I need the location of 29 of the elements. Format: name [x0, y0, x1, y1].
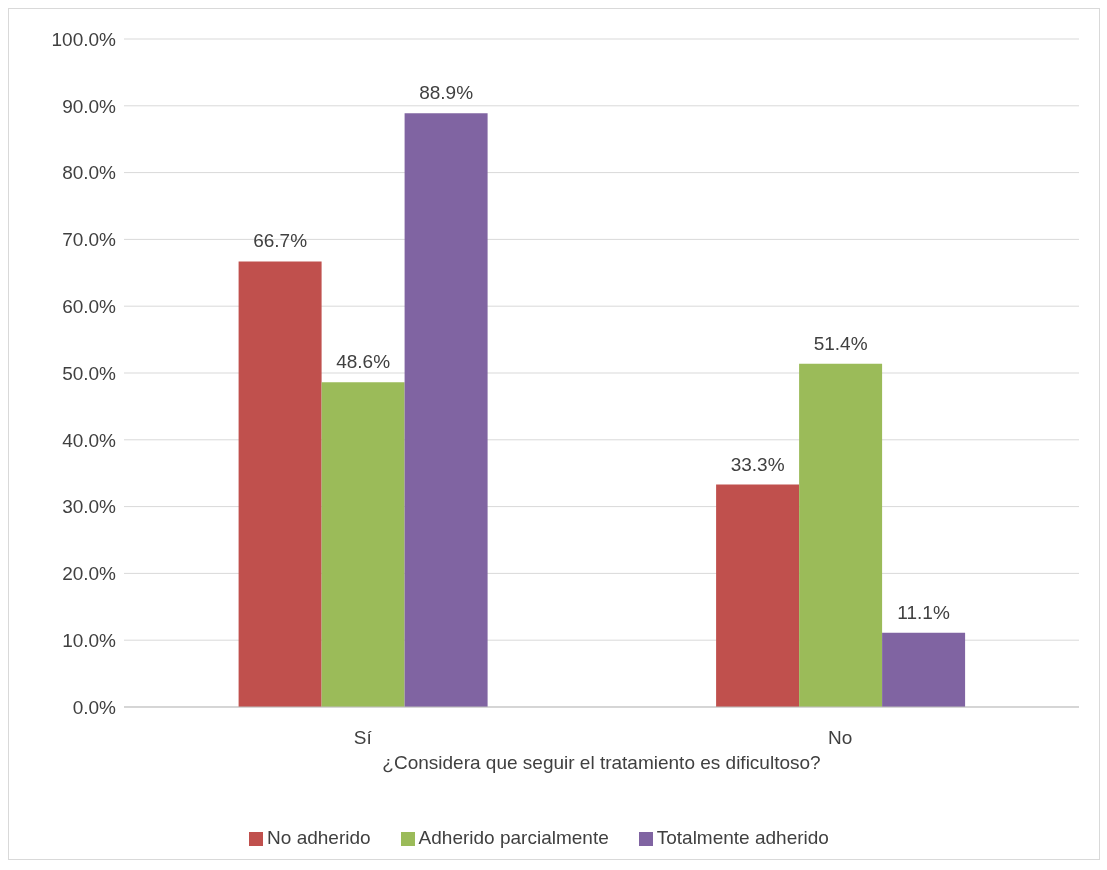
data-label: 48.6%: [336, 351, 391, 373]
data-label: 88.9%: [419, 82, 474, 104]
data-label: 33.3%: [730, 453, 785, 475]
data-label: 66.7%: [253, 230, 308, 252]
data-label: 11.1%: [897, 601, 950, 623]
bar: [321, 382, 405, 707]
x-tick-label: Sí: [353, 727, 373, 749]
bar: [404, 113, 488, 707]
data-label: 51.4%: [813, 332, 868, 354]
bar: [799, 363, 883, 707]
y-tick-label: 0.0%: [72, 696, 117, 718]
legend-label: Totalmente adherido: [656, 827, 829, 848]
bar: [716, 484, 800, 707]
x-tick-label: No: [828, 727, 853, 749]
legend-label: No adherido: [267, 827, 371, 848]
y-tick-label: 100.0%: [51, 28, 117, 50]
y-tick-label: 80.0%: [62, 162, 117, 184]
x-axis-title: ¿Considera que seguir el tratamiento es dificultoso?: [382, 752, 821, 773]
y-tick-label: 10.0%: [62, 629, 117, 651]
y-tick-label: 30.0%: [62, 496, 117, 518]
y-tick-label: 40.0%: [62, 429, 117, 451]
y-tick-label: 70.0%: [62, 229, 117, 251]
y-tick-label: 50.0%: [62, 362, 117, 384]
y-tick-label: 20.0%: [62, 563, 117, 585]
legend-label: Adherido parcialmente: [418, 827, 609, 848]
y-tick-label: 90.0%: [62, 95, 117, 117]
y-tick-label: 60.0%: [62, 295, 117, 317]
bar: [882, 632, 966, 707]
bar: [238, 261, 322, 707]
